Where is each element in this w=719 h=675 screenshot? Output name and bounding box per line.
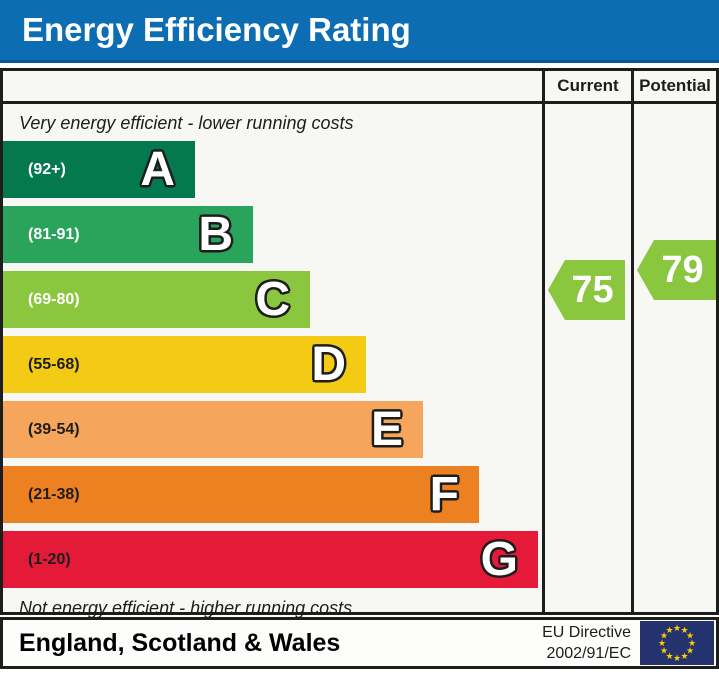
band-g: (1-20) G xyxy=(3,531,538,588)
band-range-label: (39-54) xyxy=(28,420,80,438)
header-spacer xyxy=(3,71,542,104)
band-letter: D xyxy=(311,337,346,391)
band-f: (21-38) F xyxy=(3,466,479,523)
band-range-label: (21-38) xyxy=(28,485,80,503)
band-e: (39-54) E xyxy=(3,401,423,458)
column-header-current: Current xyxy=(542,71,631,104)
band-letter: B xyxy=(198,207,233,261)
eu-flag-icon: ★ ★ ★ ★ ★ ★ ★ ★ ★ ★ ★ ★ xyxy=(640,621,714,665)
band-a: (92+) A xyxy=(3,141,195,198)
rating-scale: Very energy efficient - lower running co… xyxy=(3,104,542,618)
band-letter: C xyxy=(255,272,290,326)
potential-rating-value: 79 xyxy=(661,248,704,291)
title-banner: Energy Efficiency Rating xyxy=(0,0,719,63)
note-not-efficient: Not energy efficient - higher running co… xyxy=(19,598,353,618)
current-rating-arrow: 75 xyxy=(548,260,625,320)
eu-directive-line2: 2002/91/EC xyxy=(546,645,631,662)
band-d: (55-68) D xyxy=(3,336,366,393)
current-rating-value: 75 xyxy=(571,268,614,311)
footer-bar: England, Scotland & Wales EU Directive 2… xyxy=(0,617,719,669)
band-range-label: (69-80) xyxy=(28,290,80,308)
band-c: (69-80) C xyxy=(3,271,310,328)
energy-rating-chart: Current Potential Very energy efficient … xyxy=(0,68,719,618)
note-very-efficient: Very energy efficient - lower running co… xyxy=(19,113,354,133)
eu-directive-line1: EU Directive xyxy=(542,624,631,641)
eu-directive-label: EU Directive 2002/91/EC xyxy=(542,622,631,664)
band-range-label: (92+) xyxy=(28,160,66,178)
band-range-label: (1-20) xyxy=(28,550,71,568)
band-range-label: (81-91) xyxy=(28,225,80,243)
page-title: Energy Efficiency Rating xyxy=(22,11,411,48)
potential-rating-cell: 79 xyxy=(631,104,716,612)
potential-rating-arrow: 79 xyxy=(637,240,716,300)
band-letter: E xyxy=(370,402,403,456)
band-letter: A xyxy=(140,142,175,196)
band-b: (81-91) B xyxy=(3,206,253,263)
band-letter: F xyxy=(429,467,459,521)
column-header-potential: Potential xyxy=(631,71,716,104)
band-range-label: (55-68) xyxy=(28,355,80,373)
region-label: England, Scotland & Wales xyxy=(19,628,341,657)
current-rating-cell: 75 xyxy=(542,104,631,612)
band-letter: G xyxy=(480,532,518,586)
